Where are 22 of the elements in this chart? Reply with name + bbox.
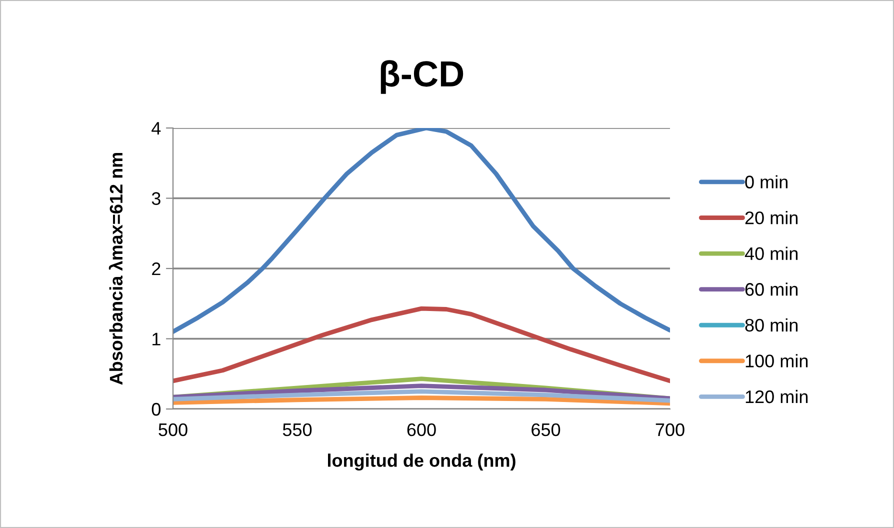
x-tick-label: 550 <box>282 423 312 436</box>
x-tick-label: 650 <box>532 423 560 436</box>
x-tick-label: 500 <box>158 423 188 436</box>
legend-label: 20 min <box>745 210 798 224</box>
legend-label: 60 min <box>745 282 798 296</box>
y-axis-title: Absorbancia λmax=612 nm <box>108 152 123 385</box>
line-series <box>173 384 670 401</box>
x-tick-label: 600 <box>407 423 436 436</box>
y-tick-label: 0 <box>152 402 160 416</box>
y-tick-label: 3 <box>152 192 160 205</box>
y-tick-label: 2 <box>152 262 160 276</box>
legend-label: 100 min <box>746 354 808 368</box>
line-series <box>173 389 670 403</box>
legend-label: 0 min <box>745 175 788 188</box>
legend-label: 80 min <box>745 318 798 332</box>
y-tick-label: 4 <box>152 122 161 135</box>
legend-label: 120 min <box>746 390 808 404</box>
x-axis-title: longitud de onda (nm) <box>328 454 516 471</box>
legend-label: 40 min <box>744 246 798 260</box>
x-tick-label: 700 <box>656 423 684 436</box>
y-tick-label: 1 <box>152 332 160 346</box>
chart-title: β-CD <box>380 60 464 94</box>
